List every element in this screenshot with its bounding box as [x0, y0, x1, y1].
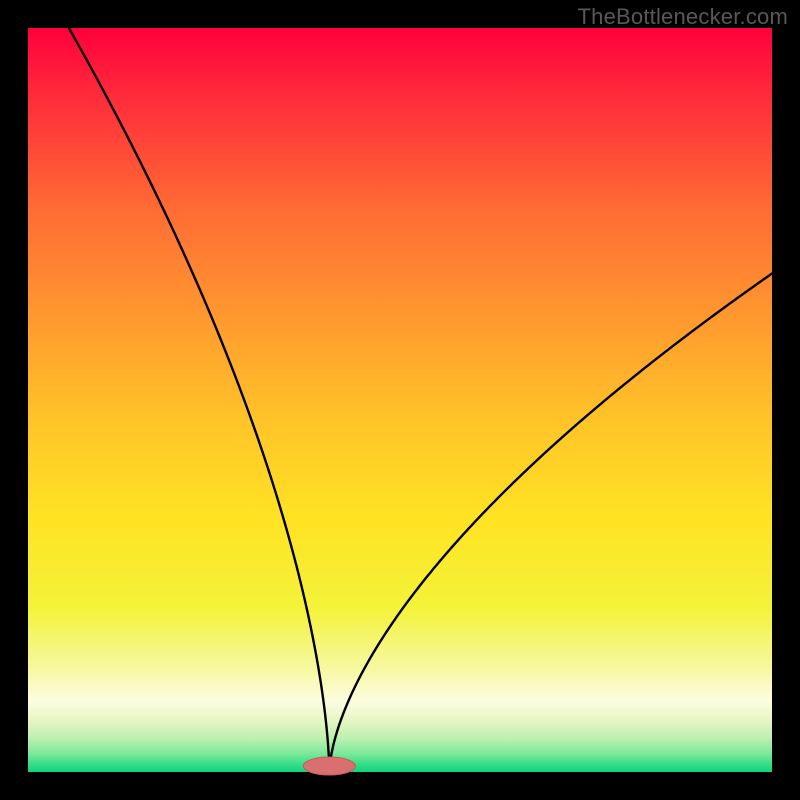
plot-background [28, 28, 772, 772]
cusp-marker [303, 757, 355, 775]
bottleneck-chart [0, 0, 800, 800]
chart-stage: TheBottlenecker.com [0, 0, 800, 800]
